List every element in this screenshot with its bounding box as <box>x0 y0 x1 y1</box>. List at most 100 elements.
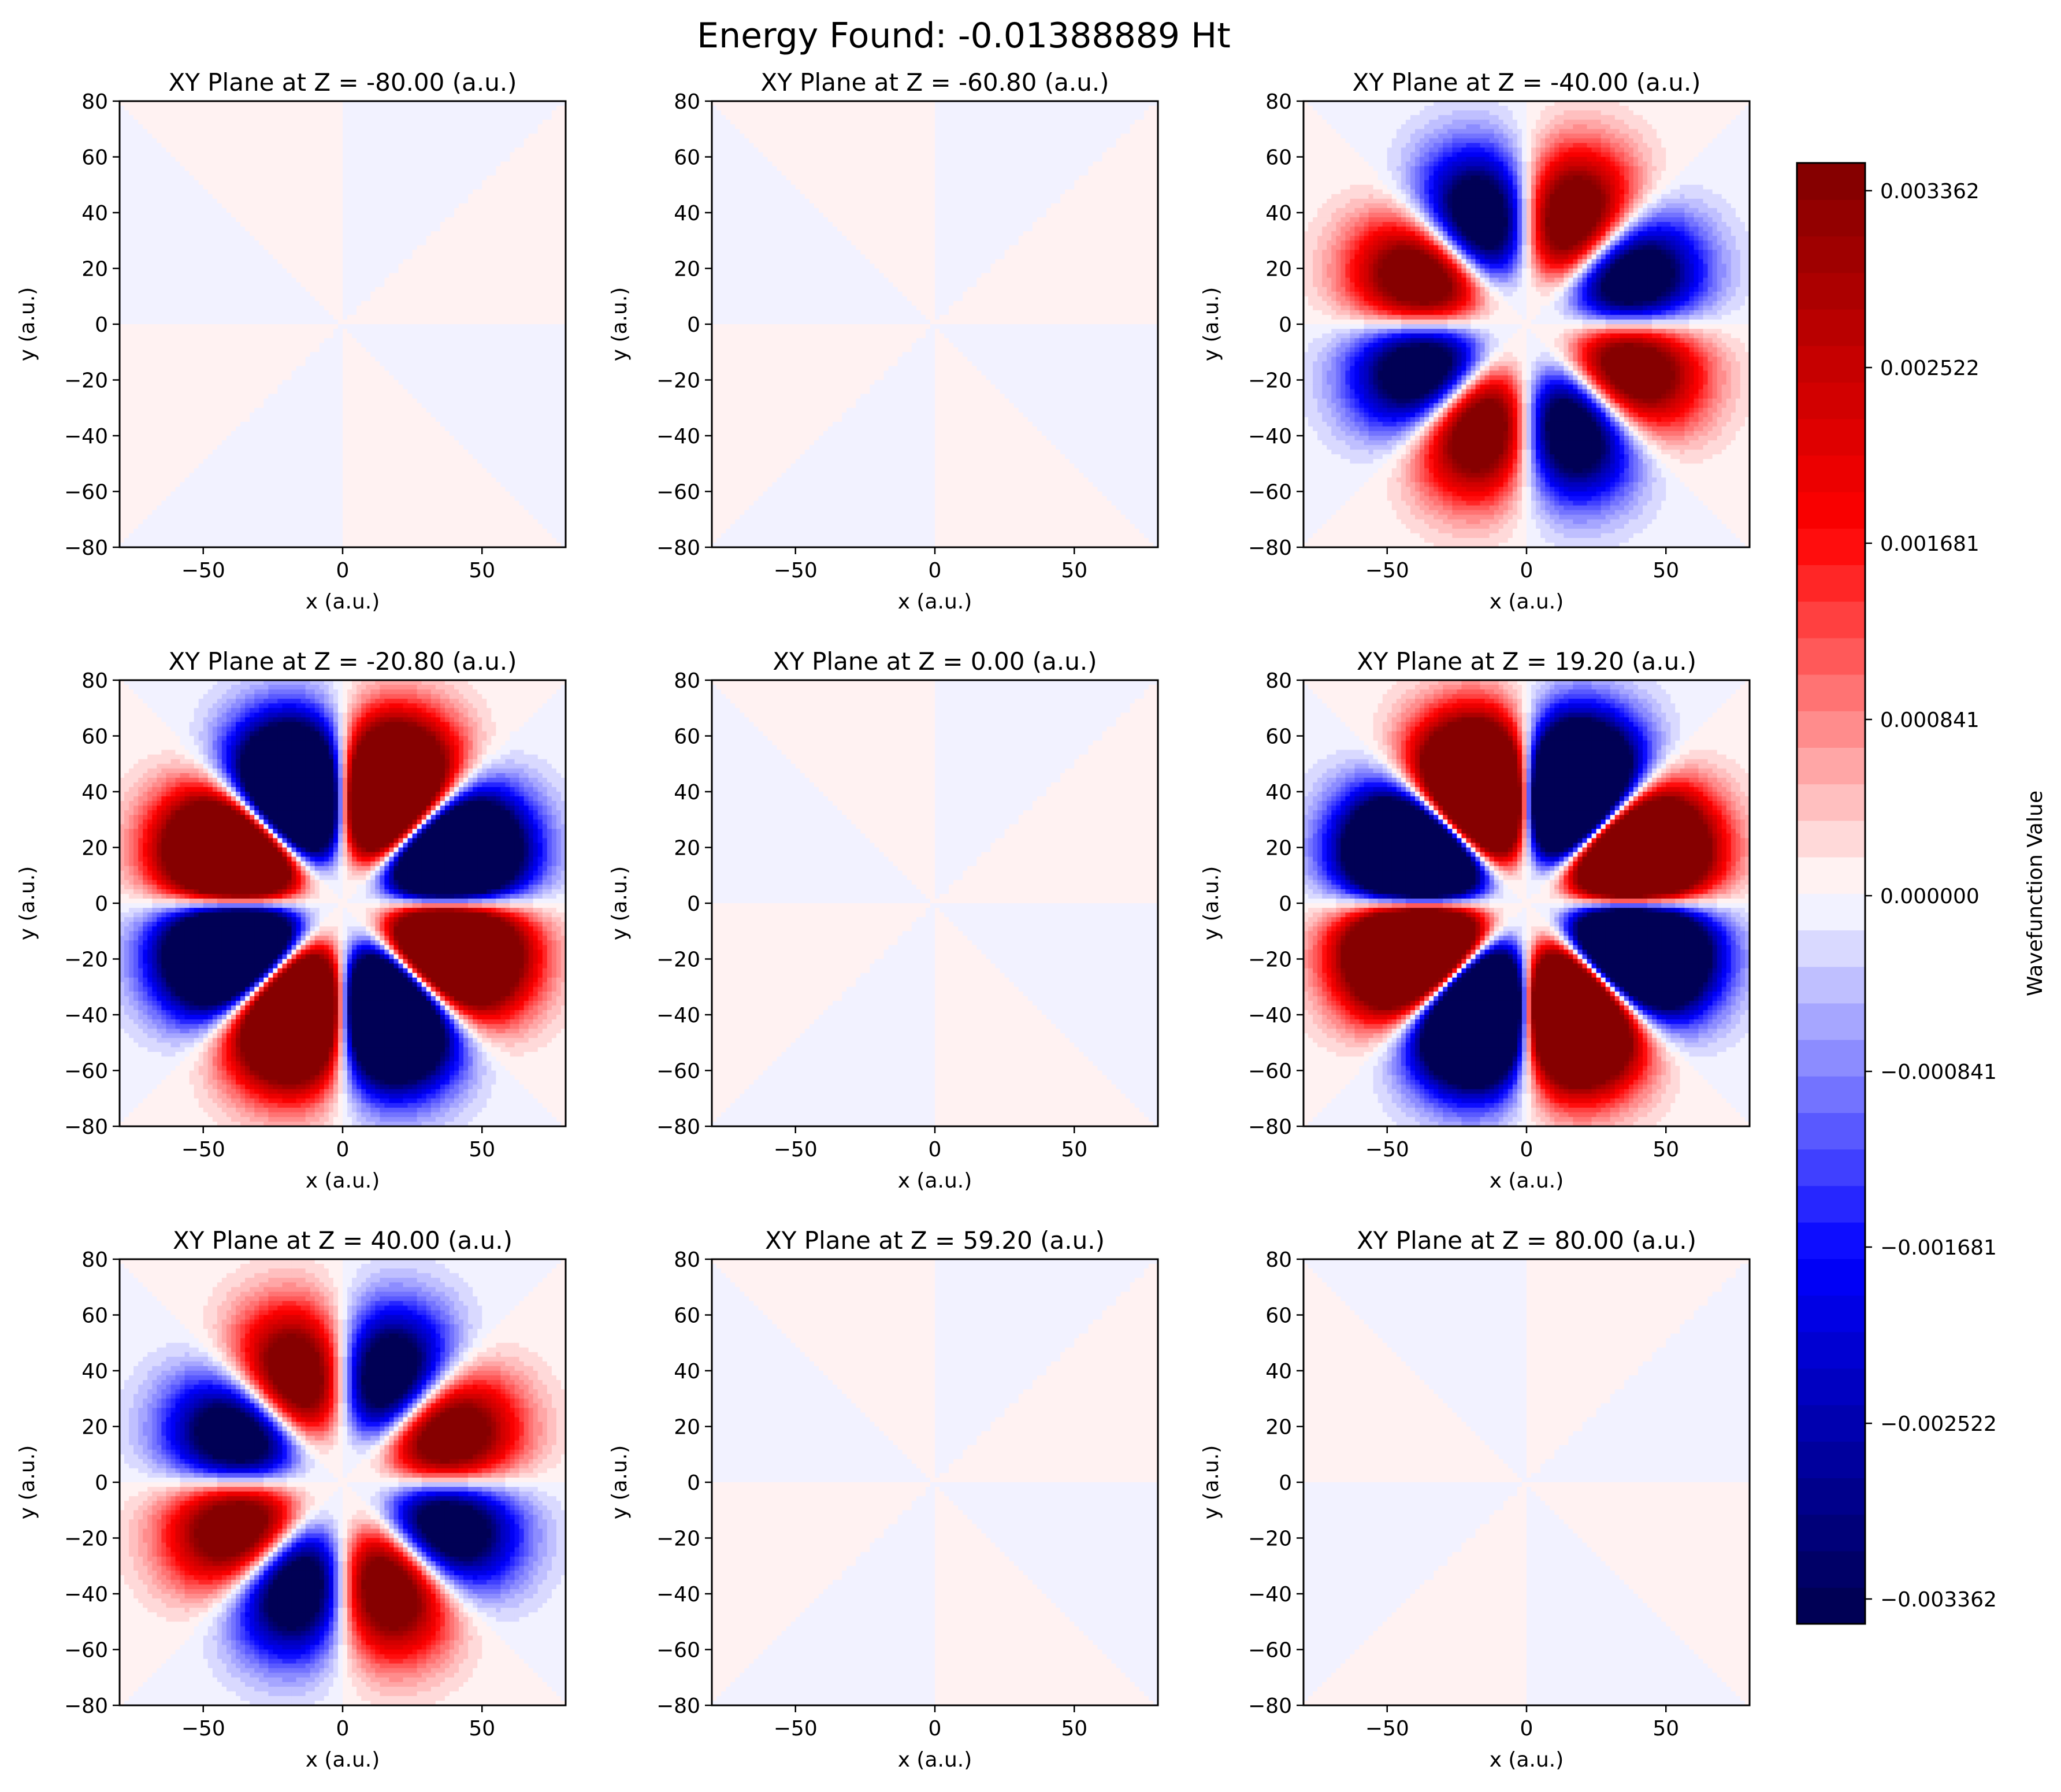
y-tick-label: 0 <box>95 1471 108 1495</box>
y-tick-label: −20 <box>64 369 108 393</box>
y-tick-label: 0 <box>687 313 700 337</box>
x-tick-label: 0 <box>336 559 350 583</box>
x-axis-label: x (a.u.) <box>1490 590 1564 614</box>
y-axis-label: y (a.u.) <box>1200 1445 1223 1520</box>
colorbar-level <box>1797 1076 1865 1113</box>
y-tick-label: 80 <box>1265 1248 1292 1272</box>
colorbar-level <box>1797 528 1865 565</box>
y-tick-label: −20 <box>1248 369 1292 393</box>
x-axis-label: x (a.u.) <box>898 1169 972 1193</box>
colorbar-level <box>1797 1478 1865 1515</box>
y-tick-label: −40 <box>64 425 108 448</box>
x-tick-label: 50 <box>469 1138 495 1162</box>
y-axis-label: y (a.u.) <box>608 287 632 362</box>
colorbar-tick-label: −0.000841 <box>1880 1060 1997 1084</box>
y-tick-label: 80 <box>81 669 108 693</box>
x-tick-label: 50 <box>1652 1717 1679 1741</box>
colorbar-level <box>1797 1514 1865 1551</box>
panel-title: XY Plane at Z = 59.20 (a.u.) <box>765 1226 1105 1255</box>
y-tick-label: 80 <box>1265 669 1292 693</box>
y-tick-label: 20 <box>1265 837 1292 860</box>
y-tick-label: −40 <box>656 1583 700 1607</box>
x-tick-label: 0 <box>336 1138 350 1162</box>
colorbar-level <box>1797 1186 1865 1223</box>
y-tick-label: −40 <box>64 1583 108 1607</box>
y-tick-label: 40 <box>674 1360 700 1383</box>
x-tick-label: 0 <box>929 1138 942 1162</box>
field-4 <box>120 680 566 1127</box>
panel-title: XY Plane at Z = -40.00 (a.u.) <box>1352 68 1700 97</box>
colorbar-tick-label: 0.000841 <box>1880 708 1980 732</box>
colorbar-tick-label: 0.000000 <box>1880 885 1980 908</box>
y-tick-label: −20 <box>1248 1527 1292 1551</box>
y-tick-label: 40 <box>674 781 700 804</box>
y-tick-label: −20 <box>64 948 108 972</box>
colorbar-level <box>1797 1441 1865 1478</box>
colorbar-level <box>1797 1331 1865 1368</box>
y-tick-label: 40 <box>1265 202 1292 225</box>
colorbar-level <box>1797 893 1865 930</box>
x-tick-label: −50 <box>181 1138 225 1162</box>
y-tick-label: 20 <box>81 1416 108 1439</box>
y-axis-label: y (a.u.) <box>608 1445 632 1520</box>
x-tick-label: 0 <box>1520 559 1533 583</box>
panel-title: XY Plane at Z = -80.00 (a.u.) <box>168 68 517 97</box>
panel-title: XY Plane at Z = 0.00 (a.u.) <box>773 647 1097 676</box>
field-3 <box>1304 101 1750 548</box>
colorbar-level <box>1797 711 1865 748</box>
y-tick-label: −60 <box>1248 481 1292 504</box>
y-tick-label: 80 <box>674 90 700 114</box>
y-tick-label: 40 <box>674 202 700 225</box>
y-tick-label: 20 <box>81 258 108 281</box>
y-tick-label: 80 <box>674 1248 700 1272</box>
y-tick-label: 0 <box>1279 1471 1292 1495</box>
y-tick-label: −40 <box>1248 1583 1292 1607</box>
y-axis-label: y (a.u.) <box>16 1445 39 1520</box>
colorbar-level <box>1797 418 1865 455</box>
x-tick-label: 50 <box>1061 1138 1087 1162</box>
y-tick-label: 0 <box>1279 313 1292 337</box>
y-tick-label: −40 <box>64 1004 108 1027</box>
y-tick-label: 0 <box>95 313 108 337</box>
x-tick-label: −50 <box>181 559 225 583</box>
colorbar-level <box>1797 492 1865 529</box>
colorbar-level <box>1797 455 1865 492</box>
colorbar-level <box>1797 1368 1865 1405</box>
colorbar-tick-label: −0.002522 <box>1880 1412 1997 1436</box>
field-9 <box>1304 1259 1750 1706</box>
y-tick-label: 80 <box>1265 90 1292 114</box>
y-tick-label: −60 <box>64 1060 108 1084</box>
y-tick-label: 40 <box>1265 1360 1292 1383</box>
y-tick-label: 20 <box>81 837 108 860</box>
colorbar-level <box>1797 601 1865 638</box>
y-tick-label: 80 <box>674 669 700 693</box>
x-axis-label: x (a.u.) <box>898 1748 972 1772</box>
x-tick-label: 50 <box>1652 1138 1679 1162</box>
colorbar-level <box>1797 966 1865 1003</box>
y-tick-label: −60 <box>656 1060 700 1084</box>
y-tick-label: −80 <box>64 1694 108 1718</box>
field-8 <box>712 1259 1158 1706</box>
y-tick-label: 60 <box>1265 1304 1292 1328</box>
panels: XY Plane at Z = -80.00 (a.u.) −50 0 50 x (a.… <box>16 68 1750 1772</box>
y-tick-label: 0 <box>687 1471 700 1495</box>
y-tick-label: 0 <box>687 892 700 916</box>
x-tick-label: −50 <box>1365 1717 1409 1741</box>
colorbar-level <box>1797 1040 1865 1077</box>
x-axis-label: x (a.u.) <box>306 590 380 614</box>
colorbar-level <box>1797 1003 1865 1040</box>
y-tick-label: 60 <box>1265 725 1292 749</box>
x-tick-label: 50 <box>1061 1717 1087 1741</box>
x-tick-label: −50 <box>774 1717 818 1741</box>
colorbar-level <box>1797 1112 1865 1149</box>
y-tick-label: 60 <box>81 725 108 749</box>
y-tick-label: 40 <box>81 781 108 804</box>
colorbar-tick-label: 0.001681 <box>1880 532 1980 556</box>
colorbar-level <box>1797 236 1865 273</box>
field-7 <box>120 1259 566 1706</box>
colorbar-level <box>1797 1149 1865 1186</box>
colorbar-level <box>1797 1295 1865 1332</box>
colorbar-level <box>1797 382 1865 419</box>
y-tick-label: 60 <box>1265 146 1292 170</box>
x-tick-label: 0 <box>929 1717 942 1741</box>
